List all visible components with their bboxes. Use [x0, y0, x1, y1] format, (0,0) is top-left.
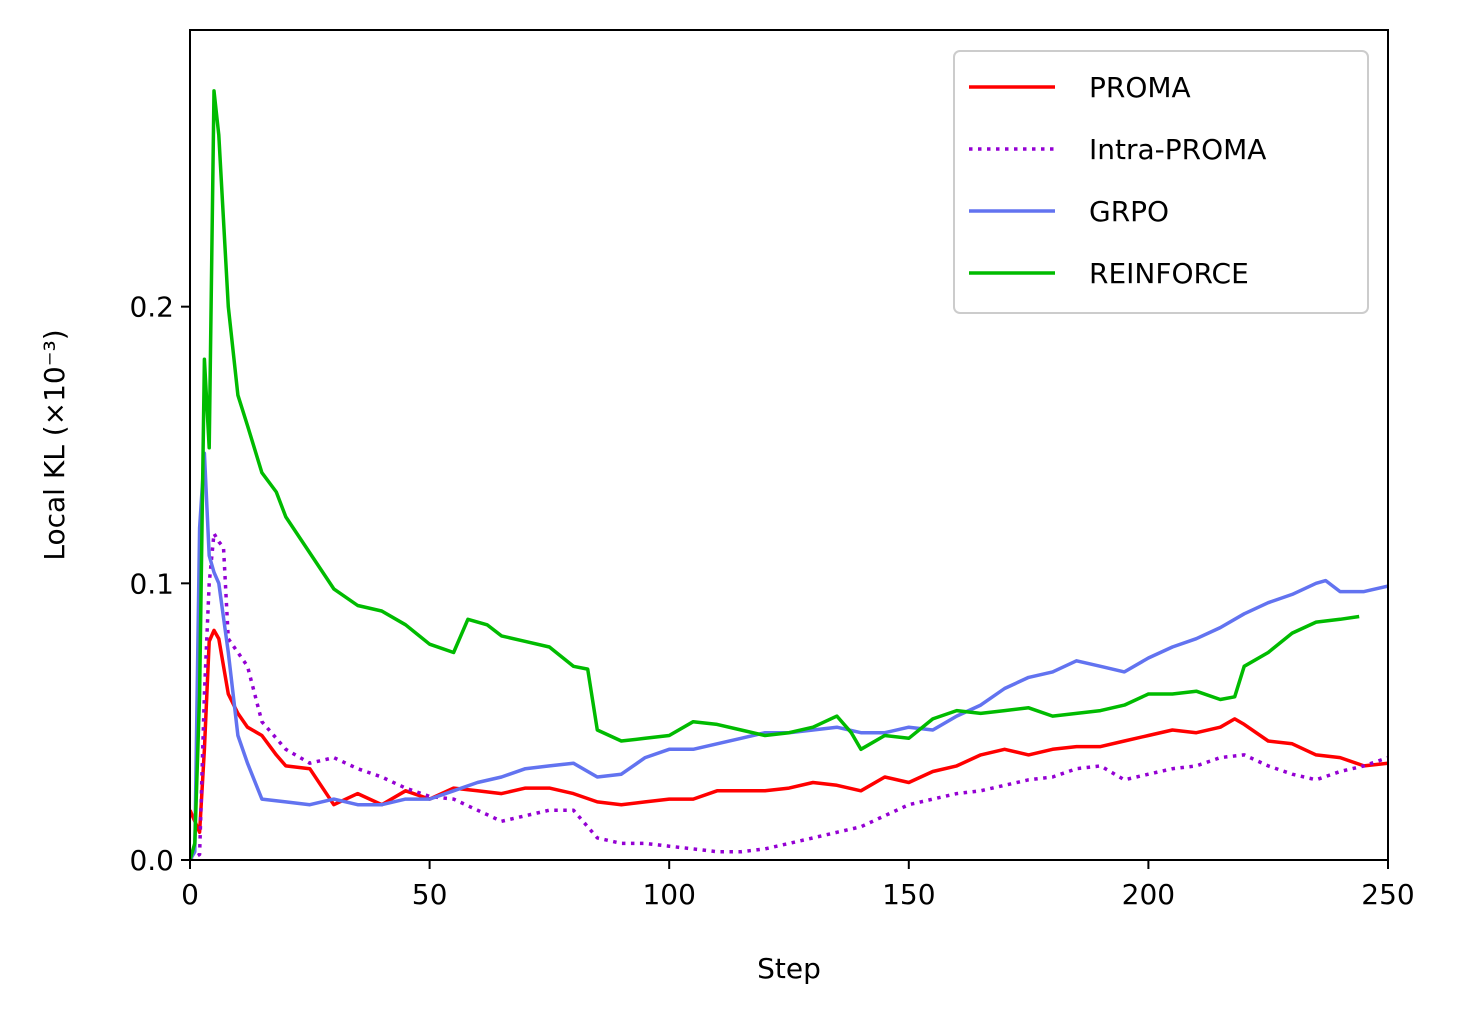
x-axis-title: Step	[757, 952, 821, 985]
legend-label: PROMA	[1089, 71, 1191, 104]
x-tick-label: 150	[882, 878, 935, 911]
series-line-intra-proma	[190, 531, 1388, 860]
y-axis-title: Local KL (×10⁻³)	[38, 329, 71, 560]
x-tick-label: 250	[1361, 878, 1414, 911]
x-tick-label: 100	[642, 878, 695, 911]
plot-frame	[189, 29, 1389, 861]
x-tick-label: 0	[181, 878, 199, 911]
y-tick-label: 0.0	[129, 844, 174, 877]
series-layer	[190, 89, 1388, 860]
legend-label: GRPO	[1089, 195, 1169, 228]
y-tick-label: 0.1	[129, 567, 174, 600]
legend: PROMA Intra-PROMA GRPO REINFORCE	[953, 50, 1369, 314]
axes-layer: 0 50 100 150 200 250 0.0 0.1 0.2	[129, 291, 1414, 911]
series-line-grpo	[190, 451, 1388, 860]
x-tick-label: 50	[412, 878, 448, 911]
series-line-reinforce	[190, 89, 1360, 860]
x-tick-label: 200	[1122, 878, 1175, 911]
legend-label: Intra-PROMA	[1089, 133, 1266, 166]
legend-label: REINFORCE	[1089, 257, 1249, 290]
series-line-proma	[190, 628, 1388, 835]
legend-box	[953, 50, 1369, 314]
y-tick-label: 0.2	[129, 291, 174, 324]
